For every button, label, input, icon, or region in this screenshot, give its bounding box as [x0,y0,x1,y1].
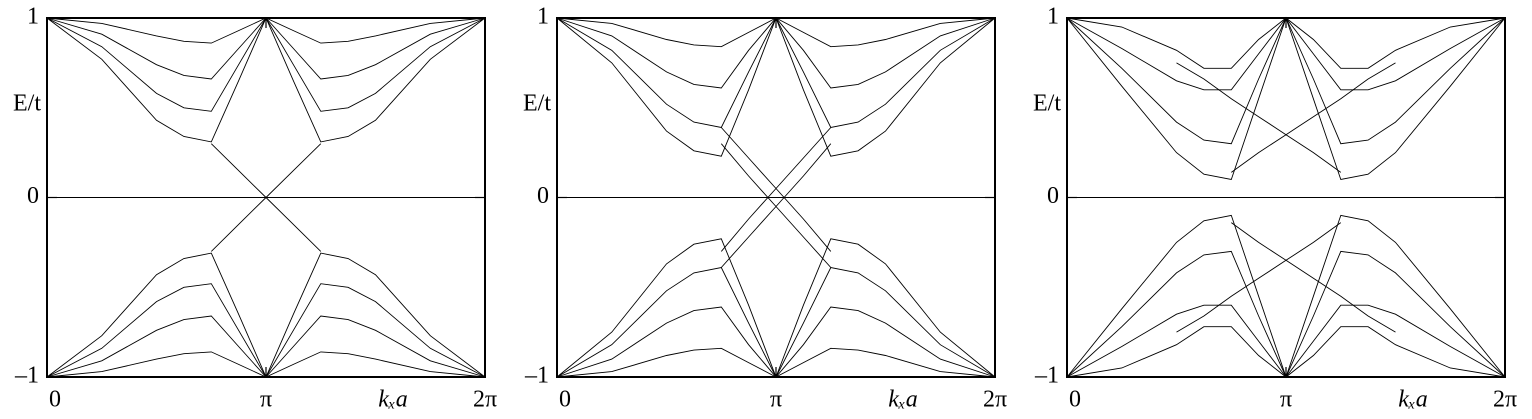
y-tick-label: 1 [27,4,39,30]
band-curve [556,16,996,157]
x-tick-label: π [260,387,272,413]
band-curve [720,143,832,268]
x-tick-label: 2π [1493,387,1517,413]
band-curve [556,17,996,89]
band-curve [556,17,996,129]
x-axis-label: kₓa [378,387,407,413]
band-curve [1066,16,1506,181]
y-axis-label: E/t [1033,91,1061,117]
y-axis-label: E/t [13,91,41,117]
band-curve [556,238,996,379]
band-curve [46,17,486,112]
band-curve [556,266,996,378]
y-tick-label: –1 [1034,363,1059,389]
y-axis-label: E/t [523,91,551,117]
y-tick-label: 0 [1047,183,1059,209]
x-tick-label: 0 [1069,387,1081,413]
x-tick-label: π [770,387,782,413]
band-curve [46,252,486,379]
x-tick-label: 0 [49,387,61,413]
x-tick-label: π [1280,387,1292,413]
x-axis-label: kₓa [1398,387,1427,413]
y-tick-label: 1 [1047,4,1059,30]
band-curve [556,306,996,378]
y-tick-label: 0 [27,183,39,209]
band-curve [720,127,832,252]
band-curve [46,16,486,143]
y-tick-label: –1 [14,363,39,389]
x-tick-label: 2π [473,387,497,413]
x-axis-label: kₓa [888,387,917,413]
band-curve [46,283,486,378]
band-curve [1176,62,1342,173]
y-tick-label: 1 [537,4,549,30]
panel: 0 π 2π –1 0 1 E/t kₓa [13,4,497,413]
band-curve [1176,222,1342,333]
band-curve [1066,214,1506,379]
band-curve [1066,16,1506,145]
panel: 0 π 2π –1 0 1 E/t kₓa [523,4,1007,413]
x-tick-label: 2π [983,387,1007,413]
panel: 0 π 2π –1 0 1 E/t kₓa [1033,4,1517,413]
y-tick-label: 0 [537,183,549,209]
x-tick-label: 0 [559,387,571,413]
band-curve [1231,62,1396,173]
band-curve [1231,222,1396,333]
y-tick-label: –1 [524,363,549,389]
band-curve [1066,250,1506,379]
